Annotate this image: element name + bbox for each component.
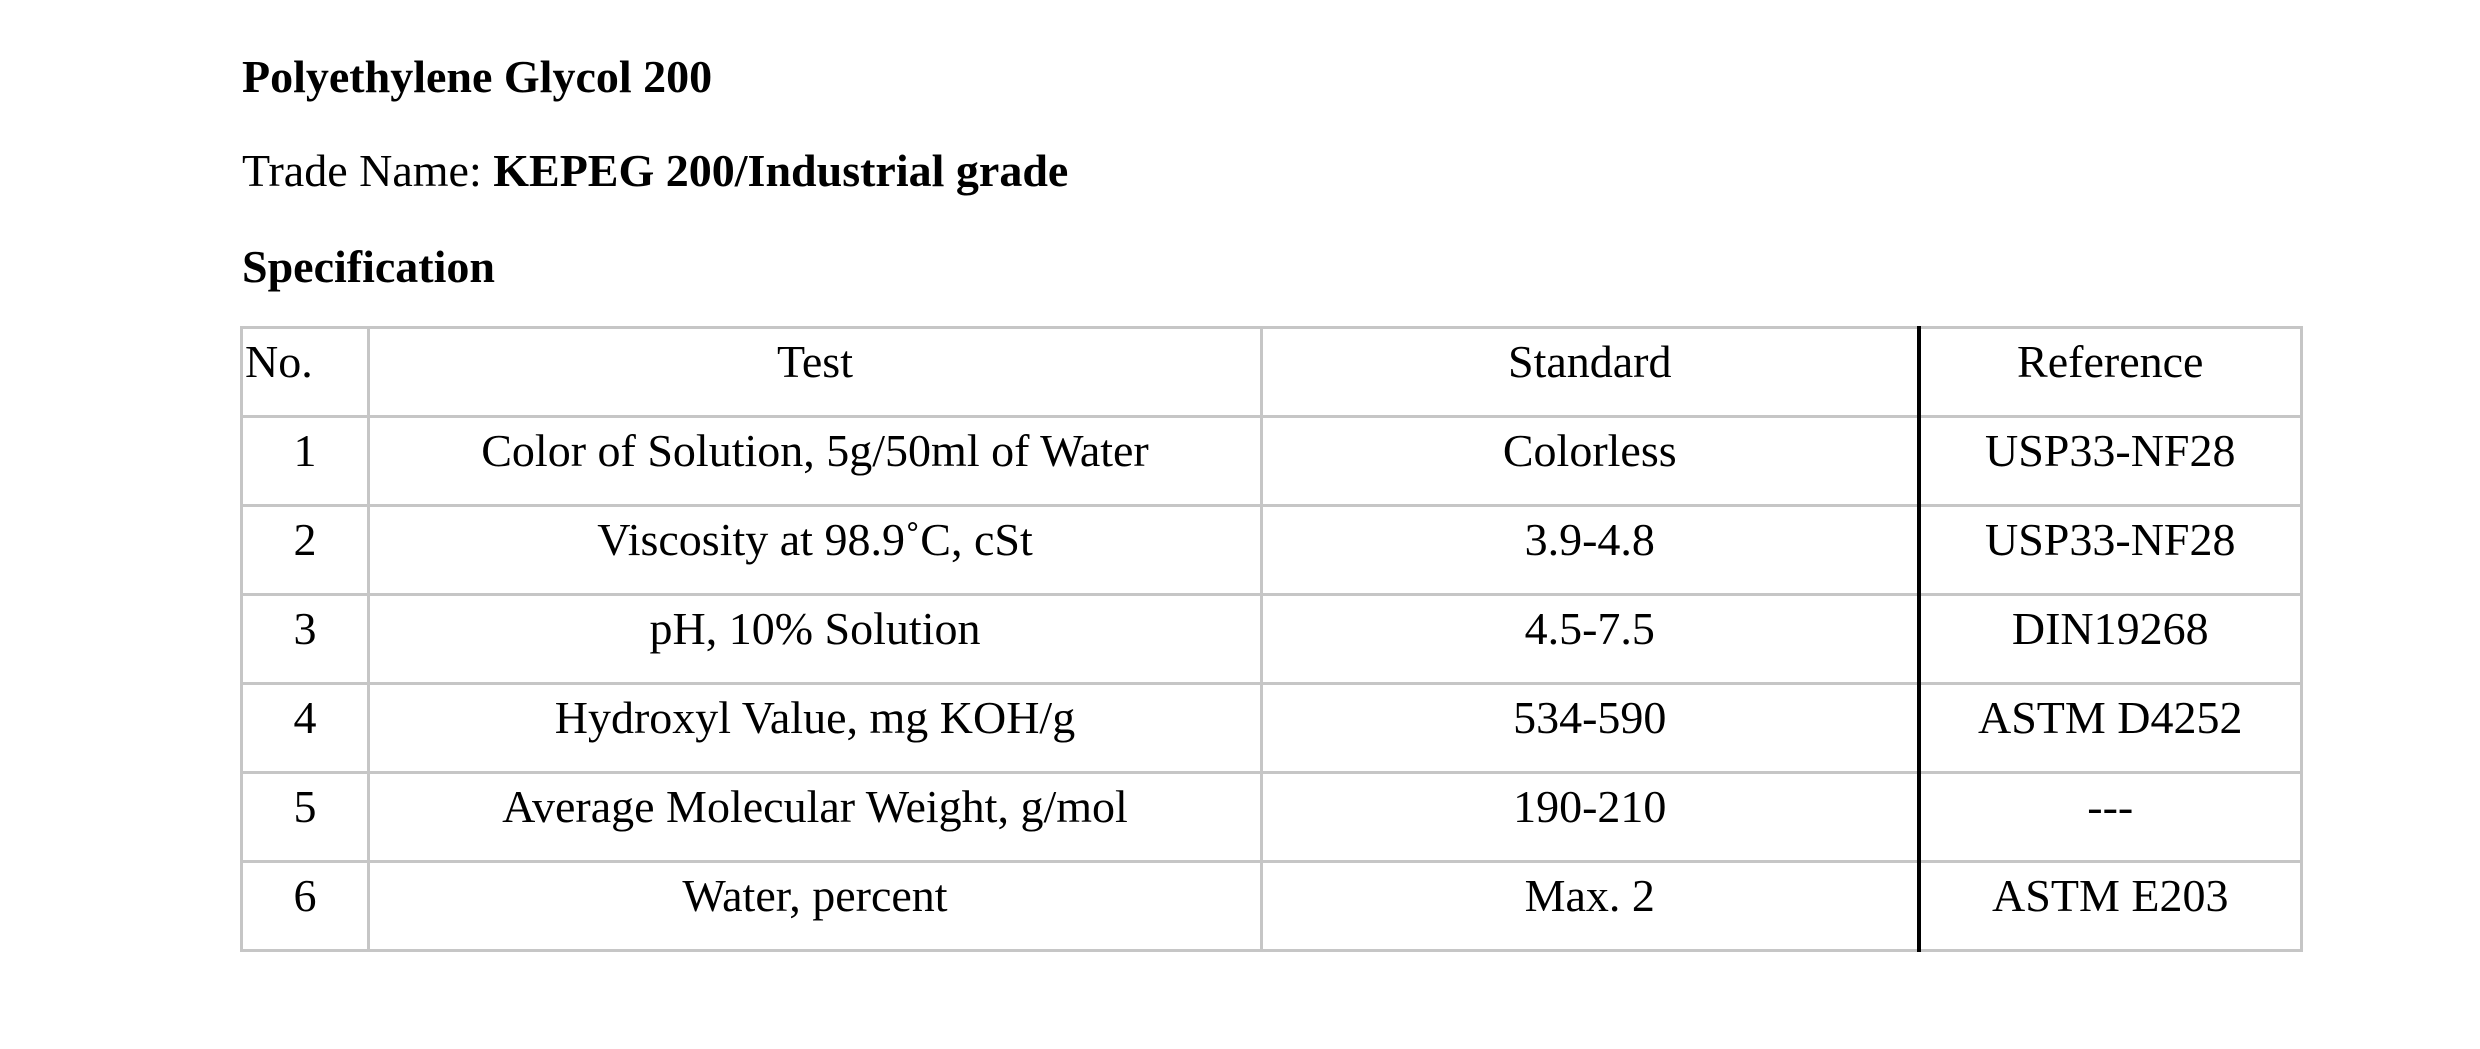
- cell-test: pH, 10% Solution: [367, 593, 1263, 685]
- table-row: 4 Hydroxyl Value, mg KOH/g 534-590 ASTM …: [240, 682, 2303, 774]
- document-title: Polyethylene Glycol 200: [242, 51, 713, 102]
- cell-standard: 3.9-4.8: [1260, 504, 1921, 596]
- cell-reference: DIN19268: [1917, 593, 2303, 685]
- cell-reference: ---: [1917, 771, 2303, 863]
- table-row: 1 Color of Solution, 5g/50ml of Water Co…: [240, 415, 2303, 507]
- cell-standard: Colorless: [1260, 415, 1921, 507]
- cell-no: 1: [240, 415, 370, 507]
- cell-standard: 190-210: [1260, 771, 1921, 863]
- trade-name-value: KEPEG 200/Industrial grade: [493, 145, 1069, 196]
- table-row: 6 Water, percent Max. 2 ASTM E203: [240, 860, 2303, 952]
- specification-table: No. Test Standard Reference 1 Color of S…: [240, 326, 2303, 952]
- cell-no: 6: [240, 860, 370, 952]
- cell-test: Color of Solution, 5g/50ml of Water: [367, 415, 1263, 507]
- header-standard: Standard: [1260, 326, 1921, 418]
- cell-test: Viscosity at 98.9˚C, cSt: [367, 504, 1263, 596]
- cell-reference: USP33-NF28: [1917, 504, 2303, 596]
- cell-no: 4: [240, 682, 370, 774]
- cell-test: Average Molecular Weight, g/mol: [367, 771, 1263, 863]
- cell-test: Hydroxyl Value, mg KOH/g: [367, 682, 1263, 774]
- cell-reference: ASTM E203: [1917, 860, 2303, 952]
- cell-no: 2: [240, 504, 370, 596]
- cell-standard: 534-590: [1260, 682, 1921, 774]
- table-header-row: No. Test Standard Reference: [240, 326, 2303, 418]
- table-row: 5 Average Molecular Weight, g/mol 190-21…: [240, 771, 2303, 863]
- cell-standard: 4.5-7.5: [1260, 593, 1921, 685]
- header-reference: Reference: [1917, 326, 2303, 418]
- trade-name-line: Trade Name: KEPEG 200/Industrial grade: [242, 148, 1068, 194]
- cell-no: 5: [240, 771, 370, 863]
- cell-no: 3: [240, 593, 370, 685]
- header-no: No.: [240, 326, 370, 418]
- cell-test: Water, percent: [367, 860, 1263, 952]
- header-test: Test: [367, 326, 1263, 418]
- cell-standard: Max. 2: [1260, 860, 1921, 952]
- cell-reference: ASTM D4252: [1917, 682, 2303, 774]
- section-heading: Specification: [242, 241, 495, 292]
- cell-reference: USP33-NF28: [1917, 415, 2303, 507]
- table-row: 3 pH, 10% Solution 4.5-7.5 DIN19268: [240, 593, 2303, 685]
- table-row: 2 Viscosity at 98.9˚C, cSt 3.9-4.8 USP33…: [240, 504, 2303, 596]
- trade-name-label: Trade Name:: [242, 145, 494, 196]
